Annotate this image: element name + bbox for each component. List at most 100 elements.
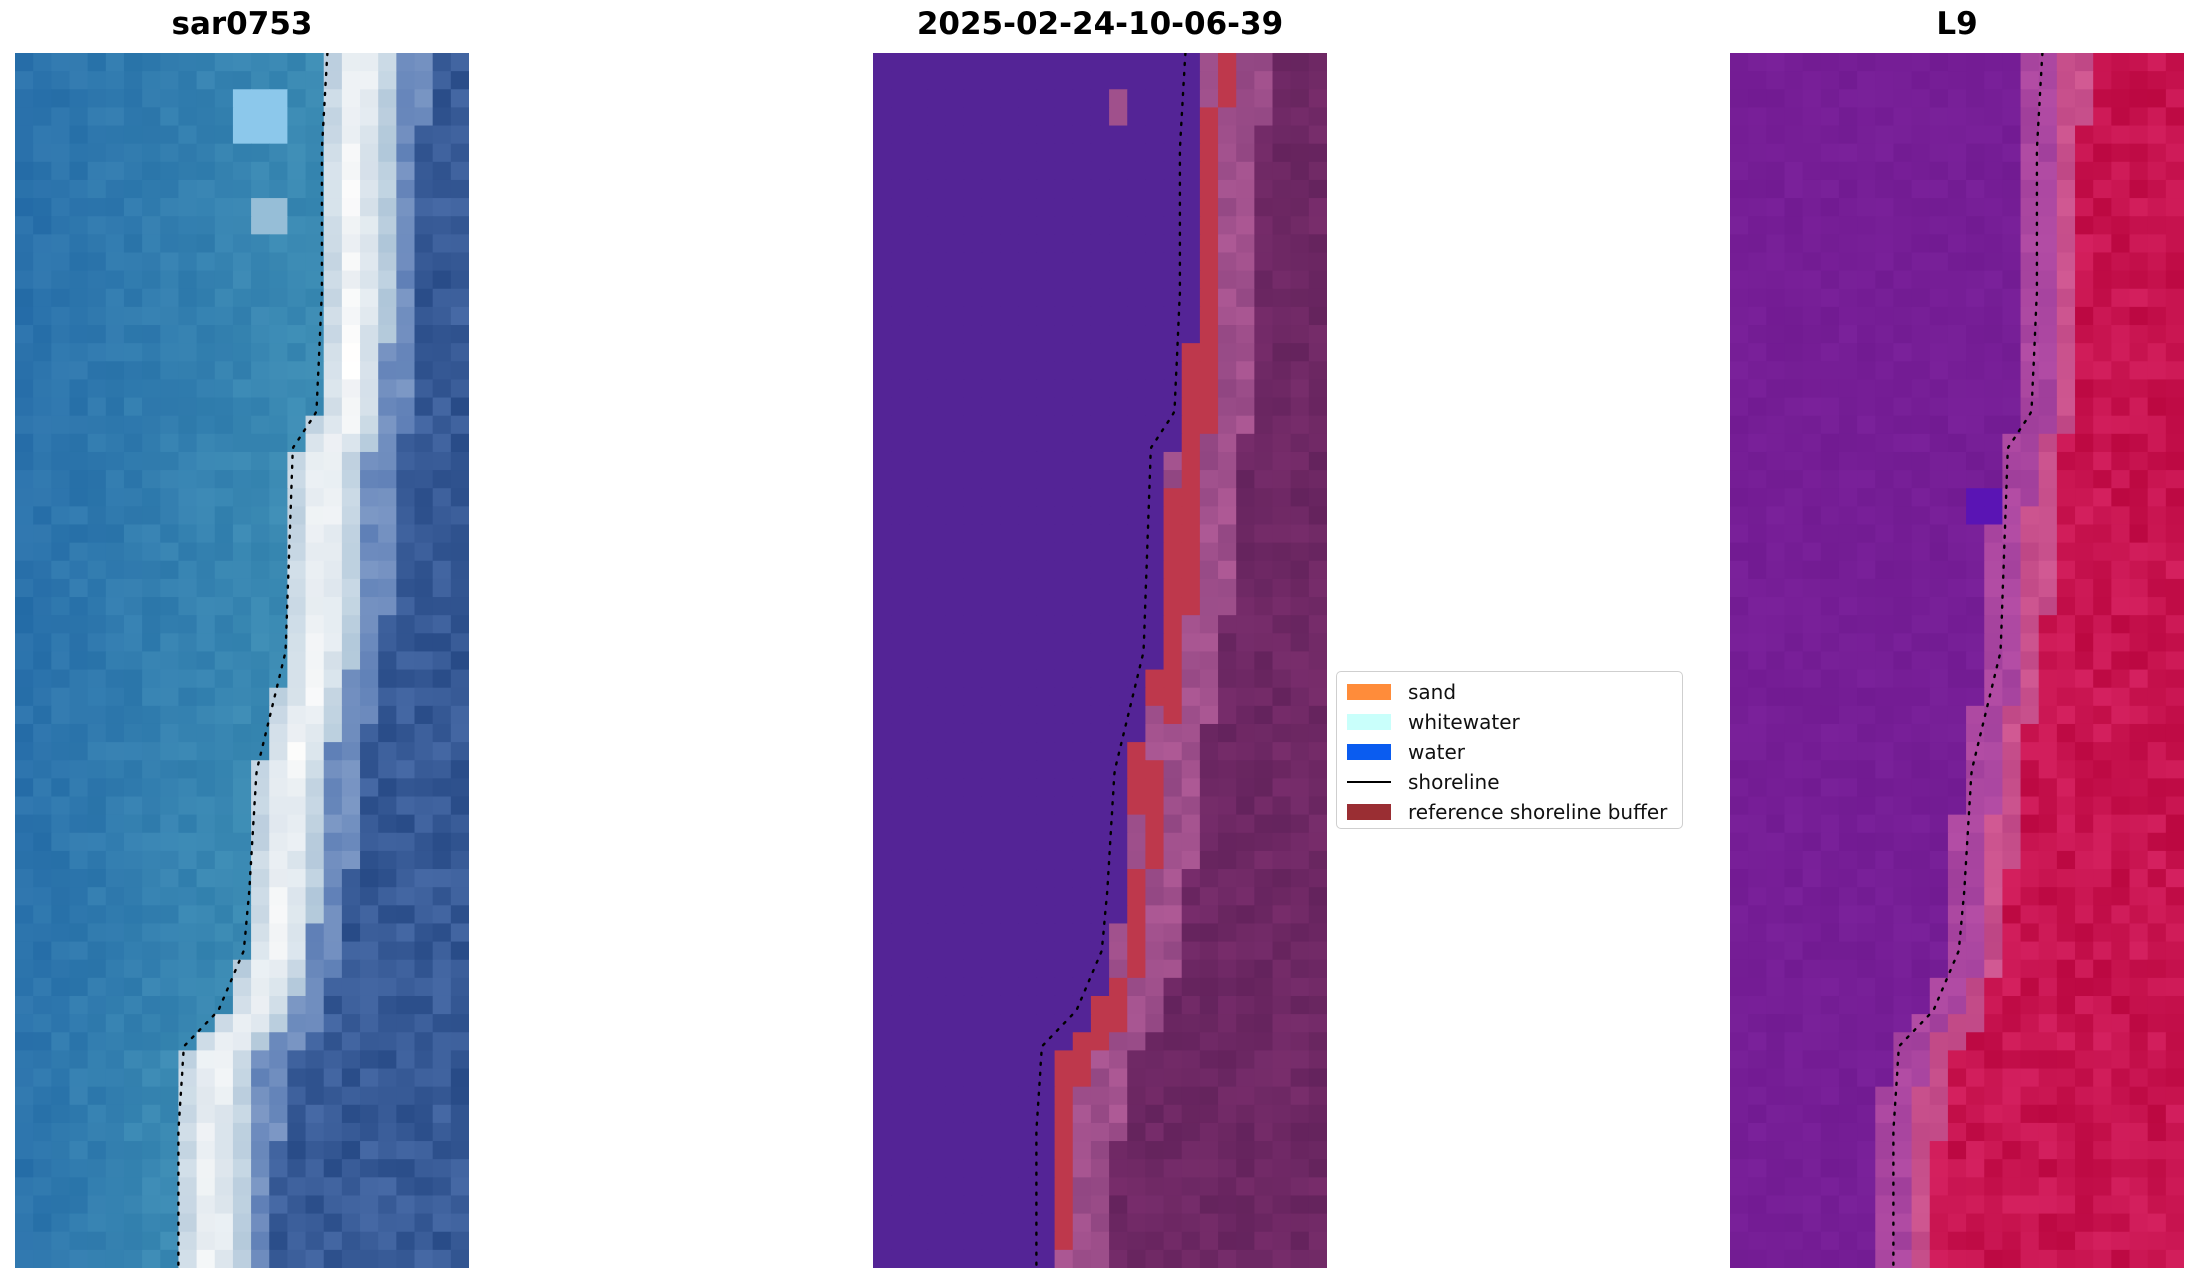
index-pixel [1857, 814, 1876, 834]
classification-pixel [1090, 705, 1110, 725]
rgb-pixel [69, 887, 89, 906]
rgb-pixel [378, 470, 397, 489]
index-pixel [2165, 1086, 2184, 1106]
index-pixel [1929, 161, 1949, 181]
rgb-pixel [323, 524, 343, 544]
index-pixel [2129, 306, 2149, 326]
classification-pixel [963, 832, 983, 852]
index-pixel [2038, 343, 2058, 362]
rgb-pixel [287, 107, 307, 127]
index-pixel [1893, 778, 1913, 798]
index-pixel [1857, 542, 1876, 562]
classification-pixel [1109, 669, 1128, 689]
index-pixel [1857, 198, 1876, 217]
index-pixel [1875, 379, 1895, 399]
rgb-pixel [196, 1213, 216, 1233]
index-pixel [2038, 705, 2058, 725]
rgb-pixel [251, 796, 270, 816]
index-pixel [2020, 325, 2040, 344]
classification-pixel [1036, 1195, 1056, 1215]
rgb-pixel [414, 905, 434, 925]
rgb-pixel [196, 1141, 216, 1160]
classification-pixel [1290, 107, 1310, 127]
classification-pixel [981, 1231, 1001, 1251]
rgb-pixel [69, 379, 89, 399]
rgb-pixel [232, 270, 252, 290]
index-pixel [1820, 488, 1840, 507]
classification-pixel [891, 542, 910, 562]
classification-pixel [1218, 306, 1237, 326]
rgb-pixel [269, 179, 288, 199]
index-pixel [2129, 923, 2149, 943]
index-pixel [2129, 542, 2149, 562]
rgb-pixel [15, 669, 34, 689]
index-pixel [1857, 1231, 1876, 1251]
index-pixel [1838, 288, 1858, 308]
index-pixel [2111, 361, 2131, 381]
rgb-pixel [287, 1231, 307, 1251]
classification-pixel [1199, 1032, 1219, 1051]
index-pixel [2111, 433, 2131, 453]
index-pixel [1784, 941, 1804, 961]
index-pixel [1838, 669, 1858, 689]
index-pixel [2129, 71, 2149, 90]
index-pixel [1802, 633, 1822, 653]
rgb-pixel [178, 1195, 198, 1215]
rgb-pixel [360, 306, 379, 326]
index-pixel [1929, 216, 1949, 235]
index-pixel [1730, 1141, 1749, 1160]
rgb-pixel [178, 1032, 198, 1051]
classification-pixel [1218, 633, 1237, 653]
classification-pixel [1308, 143, 1327, 163]
rgb-pixel [33, 488, 52, 507]
classification-pixel [891, 1195, 910, 1215]
rgb-pixel [178, 850, 198, 870]
rgb-pixel [432, 89, 452, 108]
classification-pixel [1199, 923, 1219, 943]
classification-pixel [1090, 252, 1110, 272]
rgb-pixel [323, 1122, 343, 1142]
index-pixel [1947, 542, 1967, 562]
index-pixel [2056, 869, 2076, 888]
rgb-pixel [33, 959, 52, 979]
rgb-pixel [142, 198, 161, 217]
classification-pixel [981, 633, 1001, 653]
classification-pixel [909, 397, 929, 417]
rgb-pixel [123, 1014, 143, 1033]
rgb-pixel [396, 179, 416, 199]
classification-pixel [1254, 941, 1274, 961]
classification-pixel [1109, 179, 1128, 199]
index-pixel [2075, 578, 2094, 598]
index-pixel [1893, 796, 1913, 816]
index-pixel [2038, 488, 2058, 507]
rgb-pixel [251, 742, 270, 761]
classification-pixel [963, 995, 983, 1015]
index-pixel [1929, 379, 1949, 399]
index-pixel [1911, 107, 1931, 127]
index-pixel [1966, 651, 1985, 671]
classification-pixel [1254, 361, 1274, 381]
rgb-pixel [396, 379, 416, 399]
rgb-pixel [178, 524, 198, 544]
rgb-pixel [123, 397, 143, 417]
classification-pixel [1145, 143, 1165, 163]
classification-pixel [873, 161, 892, 181]
rgb-pixel [142, 1141, 161, 1160]
index-pixel [1947, 1014, 1967, 1033]
index-pixel [1857, 53, 1876, 72]
rgb-pixel [287, 977, 307, 997]
index-pixel [2129, 1068, 2149, 1088]
classification-pixel [927, 995, 947, 1015]
rgb-pixel [287, 488, 307, 507]
index-pixel [2129, 941, 2149, 961]
classification-pixel [1236, 433, 1255, 453]
index-pixel [1730, 651, 1749, 671]
index-pixel [1984, 869, 2003, 888]
classification-pixel [1254, 89, 1274, 108]
rgb-pixel [33, 270, 52, 290]
index-pixel [1947, 1141, 1967, 1160]
rgb-pixel [450, 1249, 469, 1268]
rgb-pixel [69, 53, 89, 72]
index-pixel [2075, 234, 2094, 254]
rgb-pixel [196, 1177, 216, 1197]
